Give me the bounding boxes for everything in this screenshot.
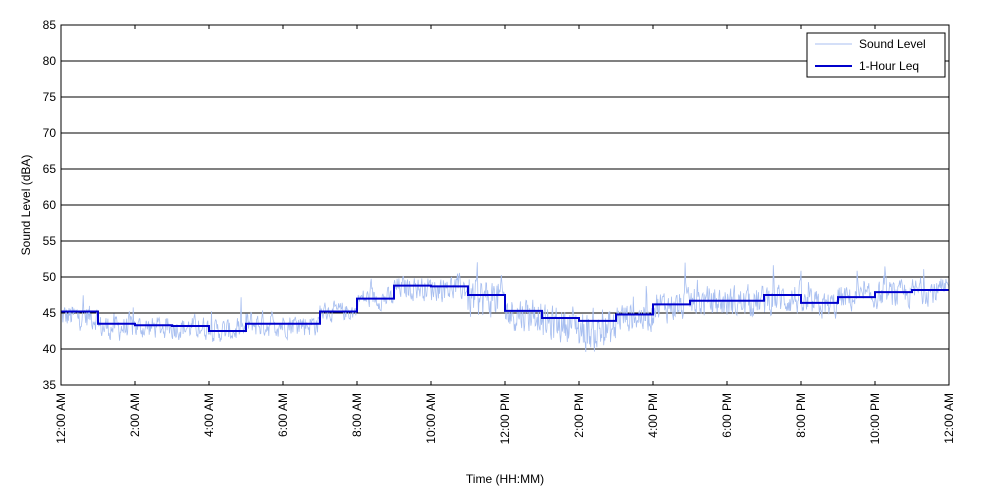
x-tick-label: 2:00 AM: [128, 393, 142, 437]
y-tick-label: 50: [43, 270, 57, 284]
y-axis-title: Sound Level (dBA): [19, 155, 33, 256]
x-tick-label: 6:00 PM: [720, 393, 734, 438]
x-tick-label: 8:00 PM: [794, 393, 808, 438]
legend-label-sound-level: Sound Level: [859, 37, 926, 51]
x-tick-label: 8:00 AM: [350, 393, 364, 437]
y-tick-label: 85: [43, 18, 57, 32]
y-tick-label: 55: [43, 234, 57, 248]
grid-layer: [61, 60, 949, 350]
legend-box: [806, 32, 946, 78]
x-tick-label: 12:00 AM: [54, 393, 68, 444]
y-tick-label: 65: [43, 162, 57, 176]
legend-label-leq: 1-Hour Leq: [859, 59, 919, 73]
x-tick-label: 12:00 PM: [498, 393, 512, 444]
y-axis-ticks: 35 40 45 50 55 60 65 70 75 80 85: [43, 18, 949, 392]
x-tick-label: 4:00 AM: [202, 393, 216, 437]
y-tick-label: 40: [43, 342, 57, 356]
leq-series: [61, 284, 949, 332]
x-tick-label: 12:00 AM: [942, 393, 956, 444]
x-tick-label: 10:00 PM: [868, 393, 882, 444]
y-tick-label: 75: [43, 90, 57, 104]
y-tick-label: 35: [43, 378, 57, 392]
y-tick-label: 70: [43, 126, 57, 140]
x-tick-label: 2:00 PM: [572, 393, 586, 438]
y-tick-label: 60: [43, 198, 57, 212]
x-tick-label: 10:00 AM: [424, 393, 438, 444]
x-tick-label: 6:00 AM: [276, 393, 290, 437]
x-axis-title: Time (HH:MM): [466, 472, 544, 486]
x-axis-ticks: 12:00 AM 2:00 AM 4:00 AM 6:00 AM 8:00 AM 10:0…: [54, 25, 956, 444]
y-tick-label: 80: [43, 54, 57, 68]
x-tick-label: 4:00 PM: [646, 393, 660, 438]
leq-step-line: [61, 284, 949, 332]
legend: Sound Level 1-Hour Leq: [806, 32, 946, 78]
y-tick-label: 45: [43, 306, 57, 320]
